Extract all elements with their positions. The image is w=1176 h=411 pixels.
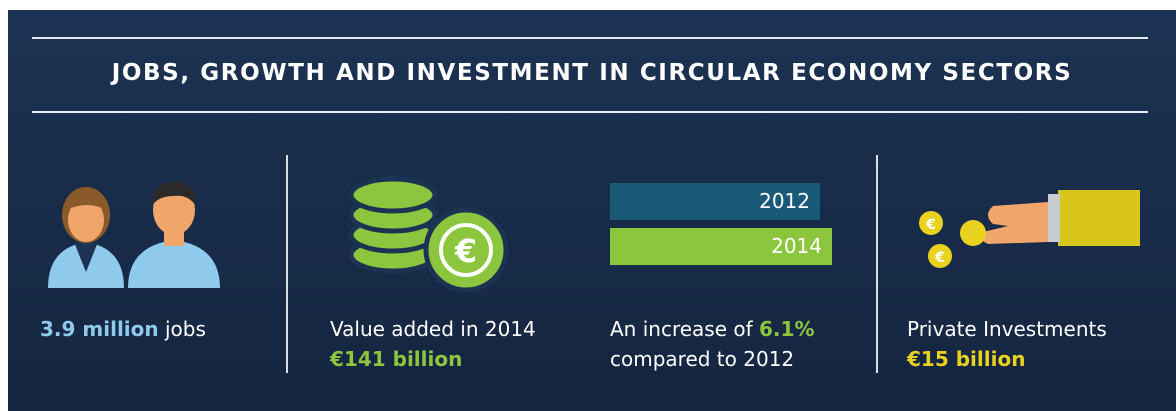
svg-text:€: € [934, 250, 945, 266]
bar-2014: 2014 [610, 228, 832, 265]
title: JOBS, GROWTH AND INVESTMENT IN CIRCULAR … [111, 60, 1073, 86]
label: Value added in 2014 [330, 317, 536, 341]
label: Private Investments [907, 317, 1107, 341]
label: jobs [165, 317, 206, 341]
bar-2012: 2012 [610, 183, 820, 220]
hand-icon: € € [919, 190, 1140, 268]
icons: € € € [48, 176, 1140, 293]
highlight: 6.1% [759, 317, 815, 341]
svg-text:€: € [925, 217, 936, 233]
rule [32, 111, 1148, 113]
highlight: 3.9 million [40, 317, 159, 341]
label: compared to 2012 [610, 347, 795, 371]
man-icon [128, 182, 220, 288]
divider [286, 155, 288, 373]
investment-text: Private Investments €15 billion [907, 314, 1107, 374]
highlight: €15 billion [907, 347, 1026, 371]
woman-icon [48, 187, 124, 288]
value-text: Value added in 2014 €141 billion [330, 314, 536, 374]
highlight: €141 billion [330, 347, 463, 371]
infographic: JOBS, GROWTH AND INVESTMENT IN CIRCULAR … [8, 10, 1176, 411]
coins-icon: € [348, 176, 509, 293]
increase-text: An increase of 6.1% compared to 2012 [610, 314, 814, 374]
jobs-text: 3.9 million jobs [40, 314, 206, 344]
label: An increase of [610, 317, 753, 341]
rule [32, 37, 1148, 39]
divider [876, 155, 878, 373]
svg-text:€: € [454, 232, 477, 270]
